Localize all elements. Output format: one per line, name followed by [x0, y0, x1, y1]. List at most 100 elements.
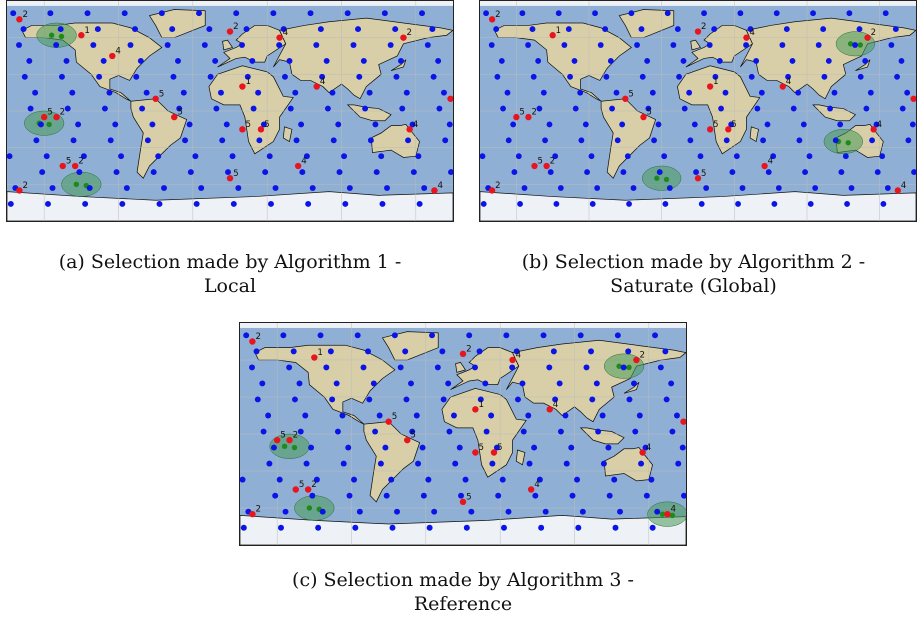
blue-point	[127, 42, 134, 48]
blue-point	[472, 364, 478, 371]
blue-point	[536, 105, 543, 112]
blue-point	[296, 380, 303, 387]
blue-point	[630, 185, 637, 191]
blue-point	[529, 26, 536, 33]
station-label: 2	[255, 332, 261, 342]
red-station-point	[664, 510, 671, 518]
red-station-point	[488, 16, 496, 23]
blue-point	[882, 10, 889, 17]
blue-point	[313, 476, 320, 483]
station-label: 5	[466, 492, 472, 502]
blue-point	[239, 42, 245, 48]
blue-point	[626, 200, 632, 207]
blue-point	[383, 492, 390, 499]
madagascar-landmass	[282, 126, 293, 143]
blue-point	[415, 153, 422, 160]
red-station-point	[313, 83, 320, 90]
blue-point	[45, 200, 51, 207]
blue-point	[800, 121, 807, 128]
blue-point	[70, 137, 77, 144]
red-station-point	[864, 34, 871, 41]
blue-point	[16, 42, 22, 48]
blue-point	[123, 185, 130, 191]
blue-point	[26, 57, 33, 64]
blue-point	[503, 332, 510, 339]
blue-point	[63, 57, 70, 64]
blue-point	[701, 10, 707, 17]
blue-point	[440, 89, 447, 96]
blue-point	[613, 89, 620, 96]
blue-point	[785, 73, 791, 80]
blue-point	[450, 412, 457, 419]
blue-point	[638, 460, 645, 467]
blue-point	[879, 153, 886, 160]
blue-point	[563, 460, 570, 467]
blue-point	[754, 105, 761, 112]
red-station-point	[549, 32, 556, 39]
station-label: 1	[317, 348, 323, 358]
blue-point	[270, 10, 277, 17]
red-station-point	[294, 162, 302, 170]
blue-point	[440, 396, 447, 403]
blue-point	[452, 460, 459, 467]
blue-point	[182, 137, 189, 144]
blue-point	[278, 524, 284, 531]
caption-c-line2: Reference	[413, 593, 513, 615]
blue-point	[106, 89, 113, 96]
blue-point	[287, 105, 294, 112]
blue-point	[233, 10, 240, 17]
blue-point	[186, 121, 193, 128]
blue-point	[303, 460, 310, 467]
station-label: 5	[47, 108, 53, 118]
blue-point	[493, 26, 500, 33]
blue-point	[542, 508, 549, 515]
blue-point	[706, 42, 713, 48]
blue-point	[64, 105, 71, 112]
blue-point	[674, 26, 681, 33]
blue-point	[187, 169, 194, 176]
australia-landmass	[603, 447, 653, 482]
blue-point	[863, 105, 870, 112]
selected-region	[294, 495, 335, 521]
blue-point	[806, 153, 813, 160]
green-point	[46, 121, 52, 128]
blue-point	[515, 153, 522, 160]
blue-point	[565, 26, 572, 33]
blue-point	[413, 412, 420, 419]
blue-point	[904, 89, 911, 96]
blue-point	[603, 73, 610, 80]
blue-point	[94, 26, 101, 33]
blue-point	[446, 121, 453, 128]
blue-point	[568, 444, 575, 451]
blue-point	[370, 380, 377, 387]
blue-point	[80, 153, 87, 160]
blue-point	[831, 89, 838, 96]
blue-point	[302, 412, 309, 419]
green-point	[73, 181, 80, 188]
red-station-point	[725, 126, 732, 133]
station-label: 5	[731, 120, 736, 130]
green-point	[669, 512, 676, 519]
red-station-point	[406, 126, 413, 133]
blue-point	[352, 524, 359, 531]
blue-point	[339, 412, 346, 419]
blue-point	[21, 73, 28, 80]
blue-point	[58, 73, 65, 80]
blue-point	[588, 153, 595, 160]
blue-point	[729, 169, 736, 176]
blue-point	[888, 42, 895, 48]
red-station-point	[16, 187, 23, 194]
station-label: 5	[538, 157, 543, 167]
blue-point	[909, 121, 916, 128]
station-label: 5	[280, 431, 286, 441]
blue-point	[249, 57, 256, 64]
blue-point	[748, 73, 755, 80]
blue-point	[265, 412, 272, 419]
red-station-point	[304, 486, 312, 493]
blue-point	[43, 153, 50, 160]
red-station-point	[706, 83, 714, 90]
blue-point	[377, 460, 384, 467]
blue-point	[342, 200, 349, 207]
green-point	[48, 32, 55, 38]
blue-point	[180, 89, 187, 96]
